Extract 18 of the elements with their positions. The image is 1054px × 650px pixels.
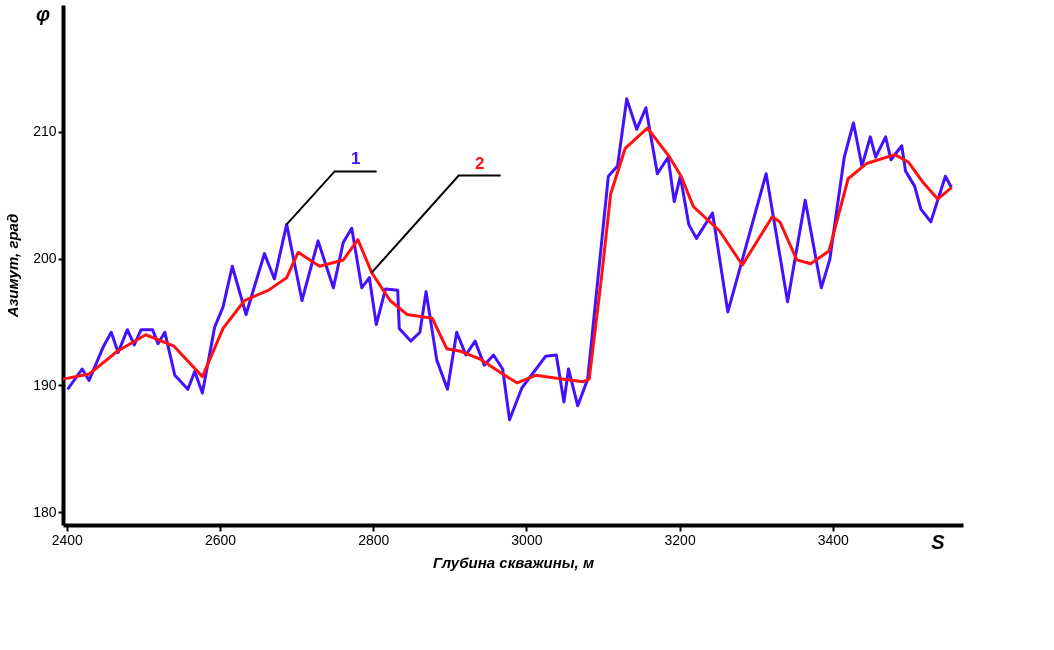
y-tick-label: 190 (33, 376, 57, 393)
x-tick-label: 2800 (358, 531, 390, 548)
line-series (61, 126, 954, 385)
x-tick-label: 3200 (664, 531, 696, 548)
y-tick-label: 210 (33, 123, 57, 140)
y-axis-title: Азимут, град (4, 213, 22, 319)
y-tick-label: 200 (33, 250, 57, 267)
x-axis-title: Глубина скважины, м (433, 553, 594, 571)
x-tick-label: 3400 (817, 531, 850, 548)
text: φ (35, 3, 51, 25)
line-series (66, 97, 954, 422)
text: 2 (474, 153, 485, 173)
x-tick-label: 2600 (204, 531, 237, 548)
text: 1 (350, 149, 361, 169)
x-tick-label: 3000 (511, 531, 543, 548)
y-tick-label: 180 (33, 503, 57, 520)
x-tick-label: 2400 (51, 531, 84, 548)
text: S (931, 531, 946, 553)
